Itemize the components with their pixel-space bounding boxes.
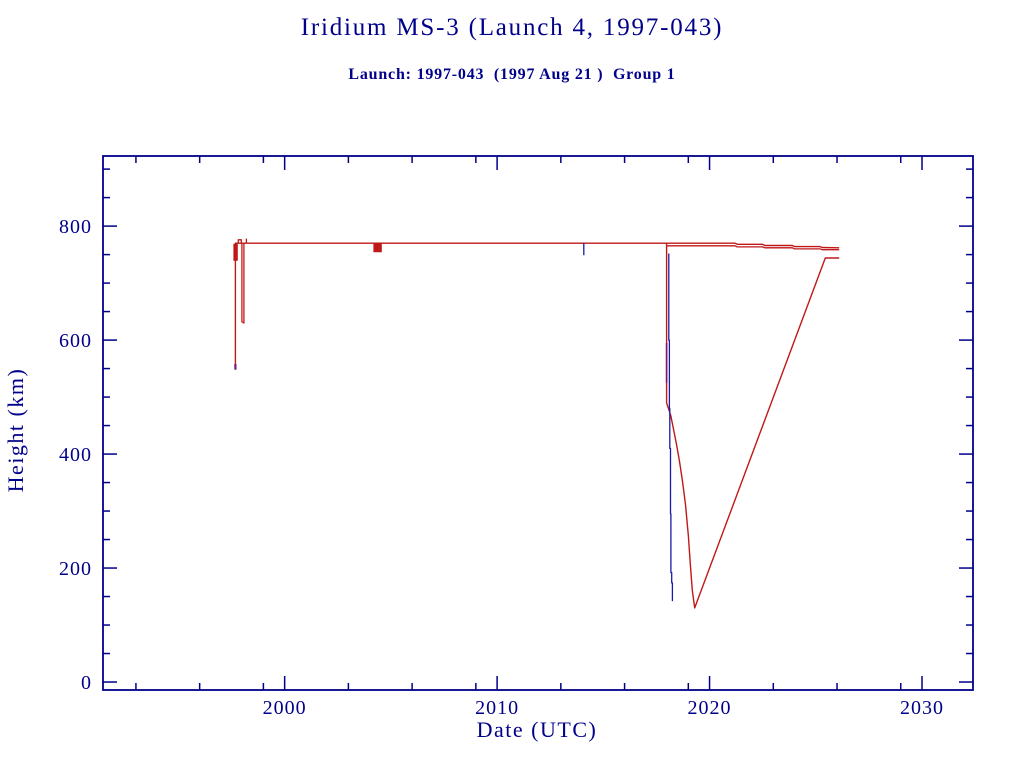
series-early-bump-1998 bbox=[237, 239, 242, 244]
chart-title: Iridium MS-3 (Launch 4, 1997-043) bbox=[300, 14, 724, 41]
y-tick-label-800: 800 bbox=[59, 216, 92, 238]
series-perigee-drop-2018 bbox=[668, 253, 674, 602]
y-tick-label-200: 200 bbox=[59, 558, 92, 580]
series-apogee-height bbox=[234, 242, 840, 367]
x-tick-label-2000: 2000 bbox=[263, 697, 307, 719]
x-tick-label-2020: 2020 bbox=[688, 697, 732, 719]
x-tick-label-2010: 2010 bbox=[475, 697, 519, 719]
plot-frame bbox=[102, 155, 974, 691]
series-decay-and-reboost bbox=[665, 243, 840, 609]
chart-subtitle: Launch: 1997-043 (1997 Aug 21 ) Group 1 bbox=[348, 66, 676, 83]
x-tick-label-2030: 2030 bbox=[900, 697, 944, 719]
y-tick-label-400: 400 bbox=[59, 444, 92, 466]
y-tick-label-600: 600 bbox=[59, 330, 92, 352]
series-perigee-height-late bbox=[667, 245, 840, 251]
series-launch-oscillation-block bbox=[233, 243, 238, 261]
series-maneuver-blob-2004 bbox=[373, 242, 382, 253]
series-early-dip-1998 bbox=[241, 243, 245, 324]
x-axis-label: Date (UTC) bbox=[476, 717, 598, 742]
y-tick-label-0: 0 bbox=[81, 672, 92, 694]
